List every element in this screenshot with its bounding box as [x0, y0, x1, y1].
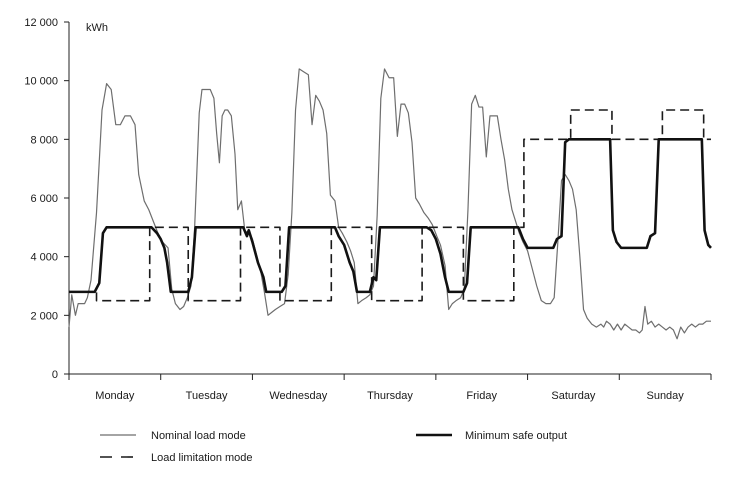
- y-axis-label: kWh: [86, 22, 108, 34]
- y-tick-label: 10 000: [24, 76, 58, 88]
- y-tick-label: 6 000: [30, 193, 58, 205]
- x-tick-label: Saturday: [551, 390, 596, 402]
- x-tick-label: Thursday: [367, 390, 413, 402]
- series-line-1: [69, 109, 711, 302]
- x-tick-label: Friday: [466, 390, 497, 402]
- y-tick-label: 4 000: [30, 252, 58, 264]
- series-line-2: [69, 138, 712, 294]
- legend-label-1: Load limitation mode: [151, 452, 253, 464]
- y-tick-label: 0: [52, 369, 58, 381]
- x-tick-label: Tuesday: [186, 390, 228, 402]
- y-tick-label: 2 000: [30, 310, 58, 322]
- y-tick-label: 8 000: [30, 134, 58, 146]
- x-tick-label: Wednesday: [269, 390, 327, 402]
- x-tick-label: Sunday: [646, 390, 684, 402]
- y-tick-label: 12 000: [24, 17, 58, 29]
- x-tick-label: Monday: [95, 390, 135, 402]
- series-line-0: [68, 68, 711, 340]
- legend-label-0: Nominal load mode: [151, 430, 246, 442]
- legend-label-2: Minimum safe output: [465, 430, 567, 442]
- axes: 0 2 000 4 000 6 000 8 000 10 000 12 000 Monday T…: [24, 17, 712, 402]
- series-layer: [68, 68, 712, 340]
- legend: Nominal load mode Minimum safe output Load…: [100, 430, 567, 464]
